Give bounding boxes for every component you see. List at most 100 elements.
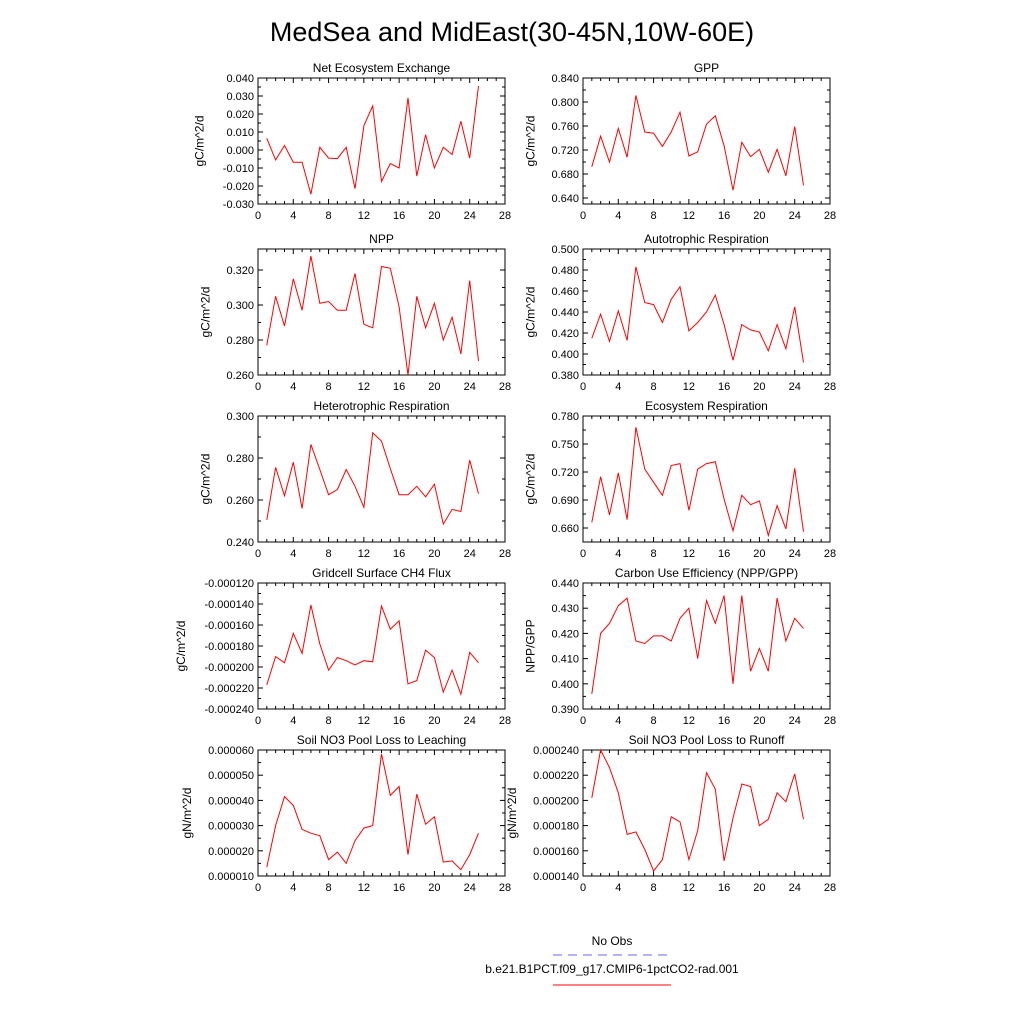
series-line bbox=[266, 753, 479, 871]
y-axis-label: gC/m^2/d bbox=[199, 454, 213, 505]
x-tick-label: 12 bbox=[358, 210, 370, 222]
x-tick-label: 16 bbox=[718, 882, 730, 894]
x-tick-label: 24 bbox=[789, 381, 801, 393]
y-tick-label: 0.320 bbox=[226, 265, 254, 277]
x-tick-label: 20 bbox=[753, 548, 765, 560]
y-tick-label: -0.000140 bbox=[204, 599, 254, 611]
y-tick-label: 0.000 bbox=[226, 145, 254, 157]
series-line bbox=[591, 748, 804, 872]
x-tick-label: 24 bbox=[464, 882, 476, 894]
x-tick-label: 28 bbox=[824, 548, 836, 560]
y-tick-label: 0.000200 bbox=[533, 795, 579, 807]
panel-4: Autotrophic Respiration 0 4 8 12 16 20 24 28 0.38… bbox=[524, 232, 837, 393]
x-tick-label: 16 bbox=[718, 715, 730, 727]
plot-frame bbox=[257, 77, 506, 205]
y-axis-label: NPP/GPP bbox=[524, 619, 538, 672]
x-tick-label: 8 bbox=[326, 381, 332, 393]
x-tick-label: 20 bbox=[753, 715, 765, 727]
x-tick-label: 4 bbox=[290, 210, 296, 222]
plot-frame bbox=[257, 582, 506, 710]
y-tick-label: 0.000030 bbox=[208, 821, 254, 833]
y-tick-label: 0.280 bbox=[226, 335, 254, 347]
y-tick-label: 0.010 bbox=[226, 127, 254, 139]
y-tick-label: 0.720 bbox=[551, 145, 579, 157]
y-tick-label: -0.010 bbox=[223, 163, 254, 175]
legend-label-obs: No Obs bbox=[592, 934, 633, 948]
y-tick-label: 0.280 bbox=[226, 453, 254, 465]
y-tick-label: 0.000040 bbox=[208, 795, 254, 807]
x-tick-label: 4 bbox=[290, 548, 296, 560]
y-tick-label: 0.720 bbox=[551, 467, 579, 479]
panel-title: NPP bbox=[369, 232, 394, 246]
plot-frame bbox=[582, 749, 831, 877]
y-tick-label: 0.000180 bbox=[533, 821, 579, 833]
y-tick-label: -0.000180 bbox=[204, 641, 254, 653]
x-tick-label: 16 bbox=[393, 381, 405, 393]
y-tick-label: 0.000020 bbox=[208, 846, 254, 858]
y-tick-label: 0.480 bbox=[551, 265, 579, 277]
y-tick-label: 0.680 bbox=[551, 169, 579, 181]
y-tick-label: 0.000220 bbox=[533, 770, 579, 782]
y-tick-label: 0.000050 bbox=[208, 770, 254, 782]
x-tick-label: 8 bbox=[651, 882, 657, 894]
x-tick-label: 0 bbox=[255, 381, 261, 393]
x-tick-label: 0 bbox=[255, 548, 261, 560]
y-tick-label: 0.400 bbox=[551, 349, 579, 361]
series-line bbox=[591, 595, 804, 694]
y-tick-label: 0.030 bbox=[226, 91, 254, 103]
y-axis-label: gC/m^2/d bbox=[192, 116, 206, 167]
y-tick-label: 0.260 bbox=[226, 370, 254, 382]
y-axis-label: gN/m^2/d bbox=[180, 788, 194, 839]
x-tick-label: 20 bbox=[753, 381, 765, 393]
x-tick-label: 24 bbox=[464, 715, 476, 727]
y-tick-label: 0.390 bbox=[551, 704, 579, 716]
x-tick-label: 0 bbox=[255, 715, 261, 727]
x-tick-label: 8 bbox=[326, 548, 332, 560]
figure-title: MedSea and MidEast(30-45N,10W-60E) bbox=[270, 17, 754, 47]
y-tick-label: 0.000140 bbox=[533, 871, 579, 883]
panel-title: Net Ecosystem Exchange bbox=[313, 61, 451, 75]
y-tick-label: 0.440 bbox=[551, 578, 579, 590]
x-tick-label: 0 bbox=[580, 548, 586, 560]
x-tick-label: 12 bbox=[683, 548, 695, 560]
x-tick-label: 4 bbox=[615, 381, 621, 393]
x-tick-label: 12 bbox=[358, 882, 370, 894]
y-tick-label: 0.380 bbox=[551, 370, 579, 382]
legend-label-model: b.e21.B1PCT.f09_g17.CMIP6-1pctCO2-rad.00… bbox=[485, 962, 739, 976]
y-axis-label: gC/m^2/d bbox=[199, 287, 213, 338]
x-tick-label: 24 bbox=[789, 210, 801, 222]
x-tick-label: 28 bbox=[824, 715, 836, 727]
x-tick-label: 4 bbox=[615, 548, 621, 560]
x-tick-label: 4 bbox=[290, 381, 296, 393]
x-tick-label: 12 bbox=[683, 882, 695, 894]
y-tick-label: 0.000240 bbox=[533, 745, 579, 757]
panel-3: NPP 0 4 8 12 16 20 24 28 0.260 0.280 0.300 0.320 gC/m… bbox=[199, 232, 512, 393]
x-tick-label: 12 bbox=[358, 715, 370, 727]
x-tick-label: 0 bbox=[580, 210, 586, 222]
panel-title: Gridcell Surface CH4 Flux bbox=[312, 566, 451, 580]
x-tick-label: 28 bbox=[499, 715, 511, 727]
legend: No Obs b.e21.B1PCT.f09_g17.CMIP6-1pctCO2… bbox=[485, 934, 739, 986]
x-tick-label: 8 bbox=[326, 882, 332, 894]
x-tick-label: 20 bbox=[428, 210, 440, 222]
x-tick-label: 12 bbox=[683, 210, 695, 222]
x-tick-label: 0 bbox=[580, 715, 586, 727]
panel-8: Carbon Use Efficiency (NPP/GPP) 0 4 8 12 16 20… bbox=[524, 566, 837, 727]
x-tick-label: 28 bbox=[499, 210, 511, 222]
x-tick-label: 20 bbox=[428, 715, 440, 727]
y-tick-label: 0.690 bbox=[551, 495, 579, 507]
panel-title: Soil NO3 Pool Loss to Leaching bbox=[297, 733, 466, 747]
y-tick-label: 0.000010 bbox=[208, 871, 254, 883]
x-tick-label: 12 bbox=[683, 381, 695, 393]
x-tick-label: 8 bbox=[651, 548, 657, 560]
x-tick-label: 20 bbox=[428, 882, 440, 894]
x-tick-label: 0 bbox=[255, 210, 261, 222]
y-axis-label: gC/m^2/d bbox=[524, 116, 538, 167]
x-tick-label: 24 bbox=[464, 210, 476, 222]
y-tick-label: -0.030 bbox=[223, 199, 254, 211]
y-tick-label: 0.300 bbox=[226, 411, 254, 423]
y-tick-label: 0.240 bbox=[226, 537, 254, 549]
x-tick-label: 28 bbox=[824, 210, 836, 222]
series-line bbox=[266, 604, 479, 697]
